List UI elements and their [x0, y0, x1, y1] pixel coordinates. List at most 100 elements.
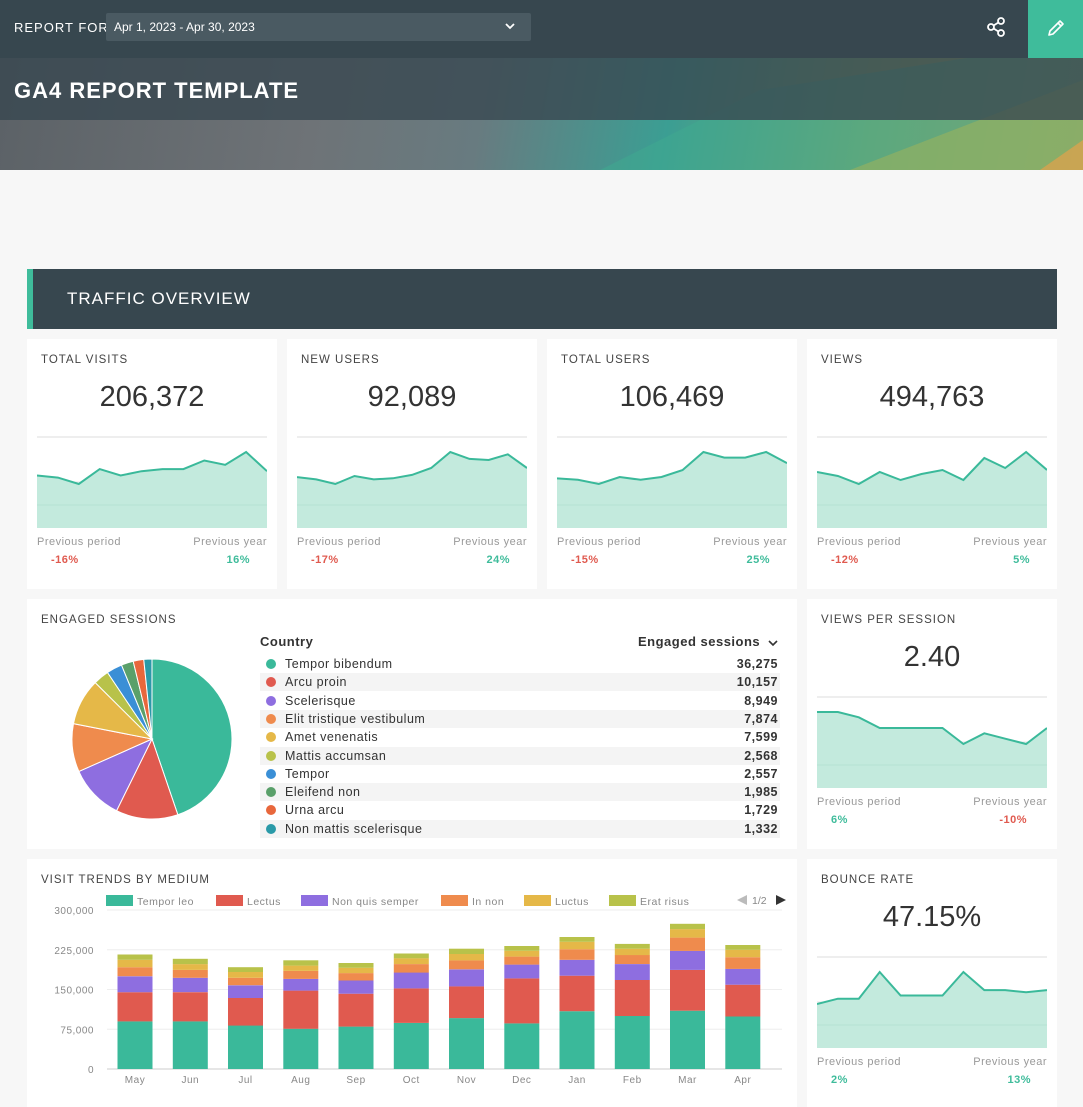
bar-segment[interactable] — [504, 956, 540, 965]
share-button[interactable] — [980, 12, 1012, 44]
date-range-select[interactable]: Apr 1, 2023 - Apr 30, 2023 — [106, 13, 531, 41]
bar-segment[interactable] — [283, 965, 319, 971]
bar-segment[interactable] — [228, 1025, 263, 1070]
bar-segment[interactable] — [117, 959, 153, 968]
table-row[interactable]: Arcu proin 10,157 — [260, 673, 780, 692]
bar-segment[interactable] — [449, 969, 484, 987]
bar-segment[interactable] — [393, 964, 429, 973]
bar-segment[interactable] — [504, 978, 540, 1024]
bar-segment[interactable] — [504, 946, 540, 951]
bar-segment[interactable] — [670, 923, 705, 930]
table-row[interactable]: Scelerisque 8,949 — [260, 692, 780, 710]
column-header-country[interactable]: Country — [260, 634, 314, 649]
bar-segment[interactable] — [172, 1021, 208, 1069]
bar-segment[interactable] — [338, 963, 374, 968]
bar-segment[interactable] — [725, 945, 761, 950]
bar-segment[interactable] — [559, 1011, 595, 1069]
bar-segment[interactable] — [449, 960, 484, 970]
bar-segment[interactable] — [614, 980, 650, 1016]
bar-segment[interactable] — [614, 955, 650, 964]
bar-segment[interactable] — [449, 948, 484, 954]
bar-segment[interactable] — [504, 964, 540, 979]
bar-segment[interactable] — [338, 1026, 374, 1069]
bar-segment[interactable] — [670, 1010, 705, 1069]
bar-segment[interactable] — [449, 986, 484, 1019]
bar-segment[interactable] — [228, 977, 263, 986]
bar-segment[interactable] — [559, 941, 595, 950]
legend-item[interactable]: In non — [441, 895, 504, 908]
legend-item[interactable]: Lectus — [216, 895, 281, 908]
bar-segment[interactable] — [725, 968, 761, 985]
bar-segment[interactable] — [283, 960, 319, 966]
bar-segment[interactable] — [559, 959, 595, 976]
legend-item[interactable]: Erat risus — [609, 895, 689, 908]
country-name: Eleifend non — [285, 785, 361, 800]
bar-segment[interactable] — [670, 969, 705, 1011]
bar-segment[interactable] — [559, 937, 595, 942]
bar-segment[interactable] — [228, 972, 263, 978]
bar-segment[interactable] — [172, 969, 208, 978]
sort-chevron-down-icon[interactable] — [767, 637, 779, 649]
bar-segment[interactable] — [725, 949, 761, 958]
bar-segment[interactable] — [283, 1028, 319, 1069]
legend-item[interactable]: Tempor leo — [106, 895, 194, 908]
bar-segment[interactable] — [172, 977, 208, 993]
bar-segment[interactable] — [504, 1023, 540, 1069]
legend-next-page-icon[interactable] — [775, 894, 787, 906]
bar-segment[interactable] — [614, 948, 650, 956]
bar-segment[interactable] — [393, 953, 429, 959]
bar-segment[interactable] — [117, 967, 153, 977]
pie-slice[interactable] — [151, 658, 233, 816]
pie-slice[interactable] — [143, 658, 153, 740]
legend-item[interactable]: Luctus — [524, 895, 589, 908]
legend-prev-page-icon[interactable] — [736, 894, 748, 906]
bar-segment[interactable] — [172, 992, 208, 1022]
bar-segment[interactable] — [228, 967, 263, 972]
bar-segment[interactable] — [283, 970, 319, 979]
bar-segment[interactable] — [614, 1016, 650, 1069]
column-header-engaged-sessions[interactable]: Engaged sessions — [638, 634, 761, 649]
bar-segment[interactable] — [725, 984, 761, 1017]
table-row[interactable]: Amet venenatis 7,599 — [260, 728, 780, 746]
table-row[interactable]: Eleifend non 1,985 — [260, 783, 780, 802]
bar-segment[interactable] — [449, 1018, 484, 1069]
table-row[interactable]: Tempor bibendum 36,275 — [260, 655, 780, 673]
edit-button[interactable] — [1028, 0, 1083, 58]
table-row[interactable]: Tempor 2,557 — [260, 765, 780, 783]
bar-segment[interactable] — [670, 937, 705, 951]
bar-segment[interactable] — [614, 943, 650, 949]
table-row[interactable]: Elit tristique vestibulum 7,874 — [260, 709, 780, 728]
bar-segment[interactable] — [670, 929, 705, 938]
bar-segment[interactable] — [117, 954, 153, 960]
table-row[interactable]: Mattis accumsan 2,568 — [260, 746, 780, 765]
bar-segment[interactable] — [725, 1016, 761, 1070]
bar-segment[interactable] — [670, 950, 705, 970]
bar-segment[interactable] — [449, 954, 484, 961]
pie-slice[interactable] — [115, 737, 179, 820]
bar-segment[interactable] — [338, 980, 374, 994]
bar-segment[interactable] — [117, 992, 153, 1022]
bar-segment[interactable] — [393, 988, 429, 1023]
bar-segment[interactable] — [172, 958, 208, 965]
table-row[interactable]: Non mattis scelerisque 1,332 — [260, 819, 780, 838]
bar-segment[interactable] — [559, 975, 595, 1012]
table-row[interactable]: Urna arcu 1,729 — [260, 801, 780, 819]
bar-segment[interactable] — [117, 976, 153, 993]
bar-segment[interactable] — [393, 1022, 429, 1069]
bar-segment[interactable] — [559, 949, 595, 960]
bar-segment[interactable] — [172, 964, 208, 970]
bar-segment[interactable] — [504, 950, 540, 957]
bar-segment[interactable] — [283, 990, 319, 1029]
bar-segment[interactable] — [117, 1021, 153, 1069]
bar-segment[interactable] — [338, 967, 374, 974]
bar-segment[interactable] — [338, 993, 374, 1027]
bar-segment[interactable] — [283, 978, 319, 991]
bar-segment[interactable] — [228, 998, 263, 1026]
bar-segment[interactable] — [725, 957, 761, 969]
bar-segment[interactable] — [338, 973, 374, 981]
bar-segment[interactable] — [614, 964, 650, 980]
legend-item[interactable]: Non quis semper — [301, 895, 419, 908]
bar-segment[interactable] — [393, 972, 429, 989]
bar-segment[interactable] — [393, 958, 429, 964]
bar-segment[interactable] — [228, 985, 263, 998]
